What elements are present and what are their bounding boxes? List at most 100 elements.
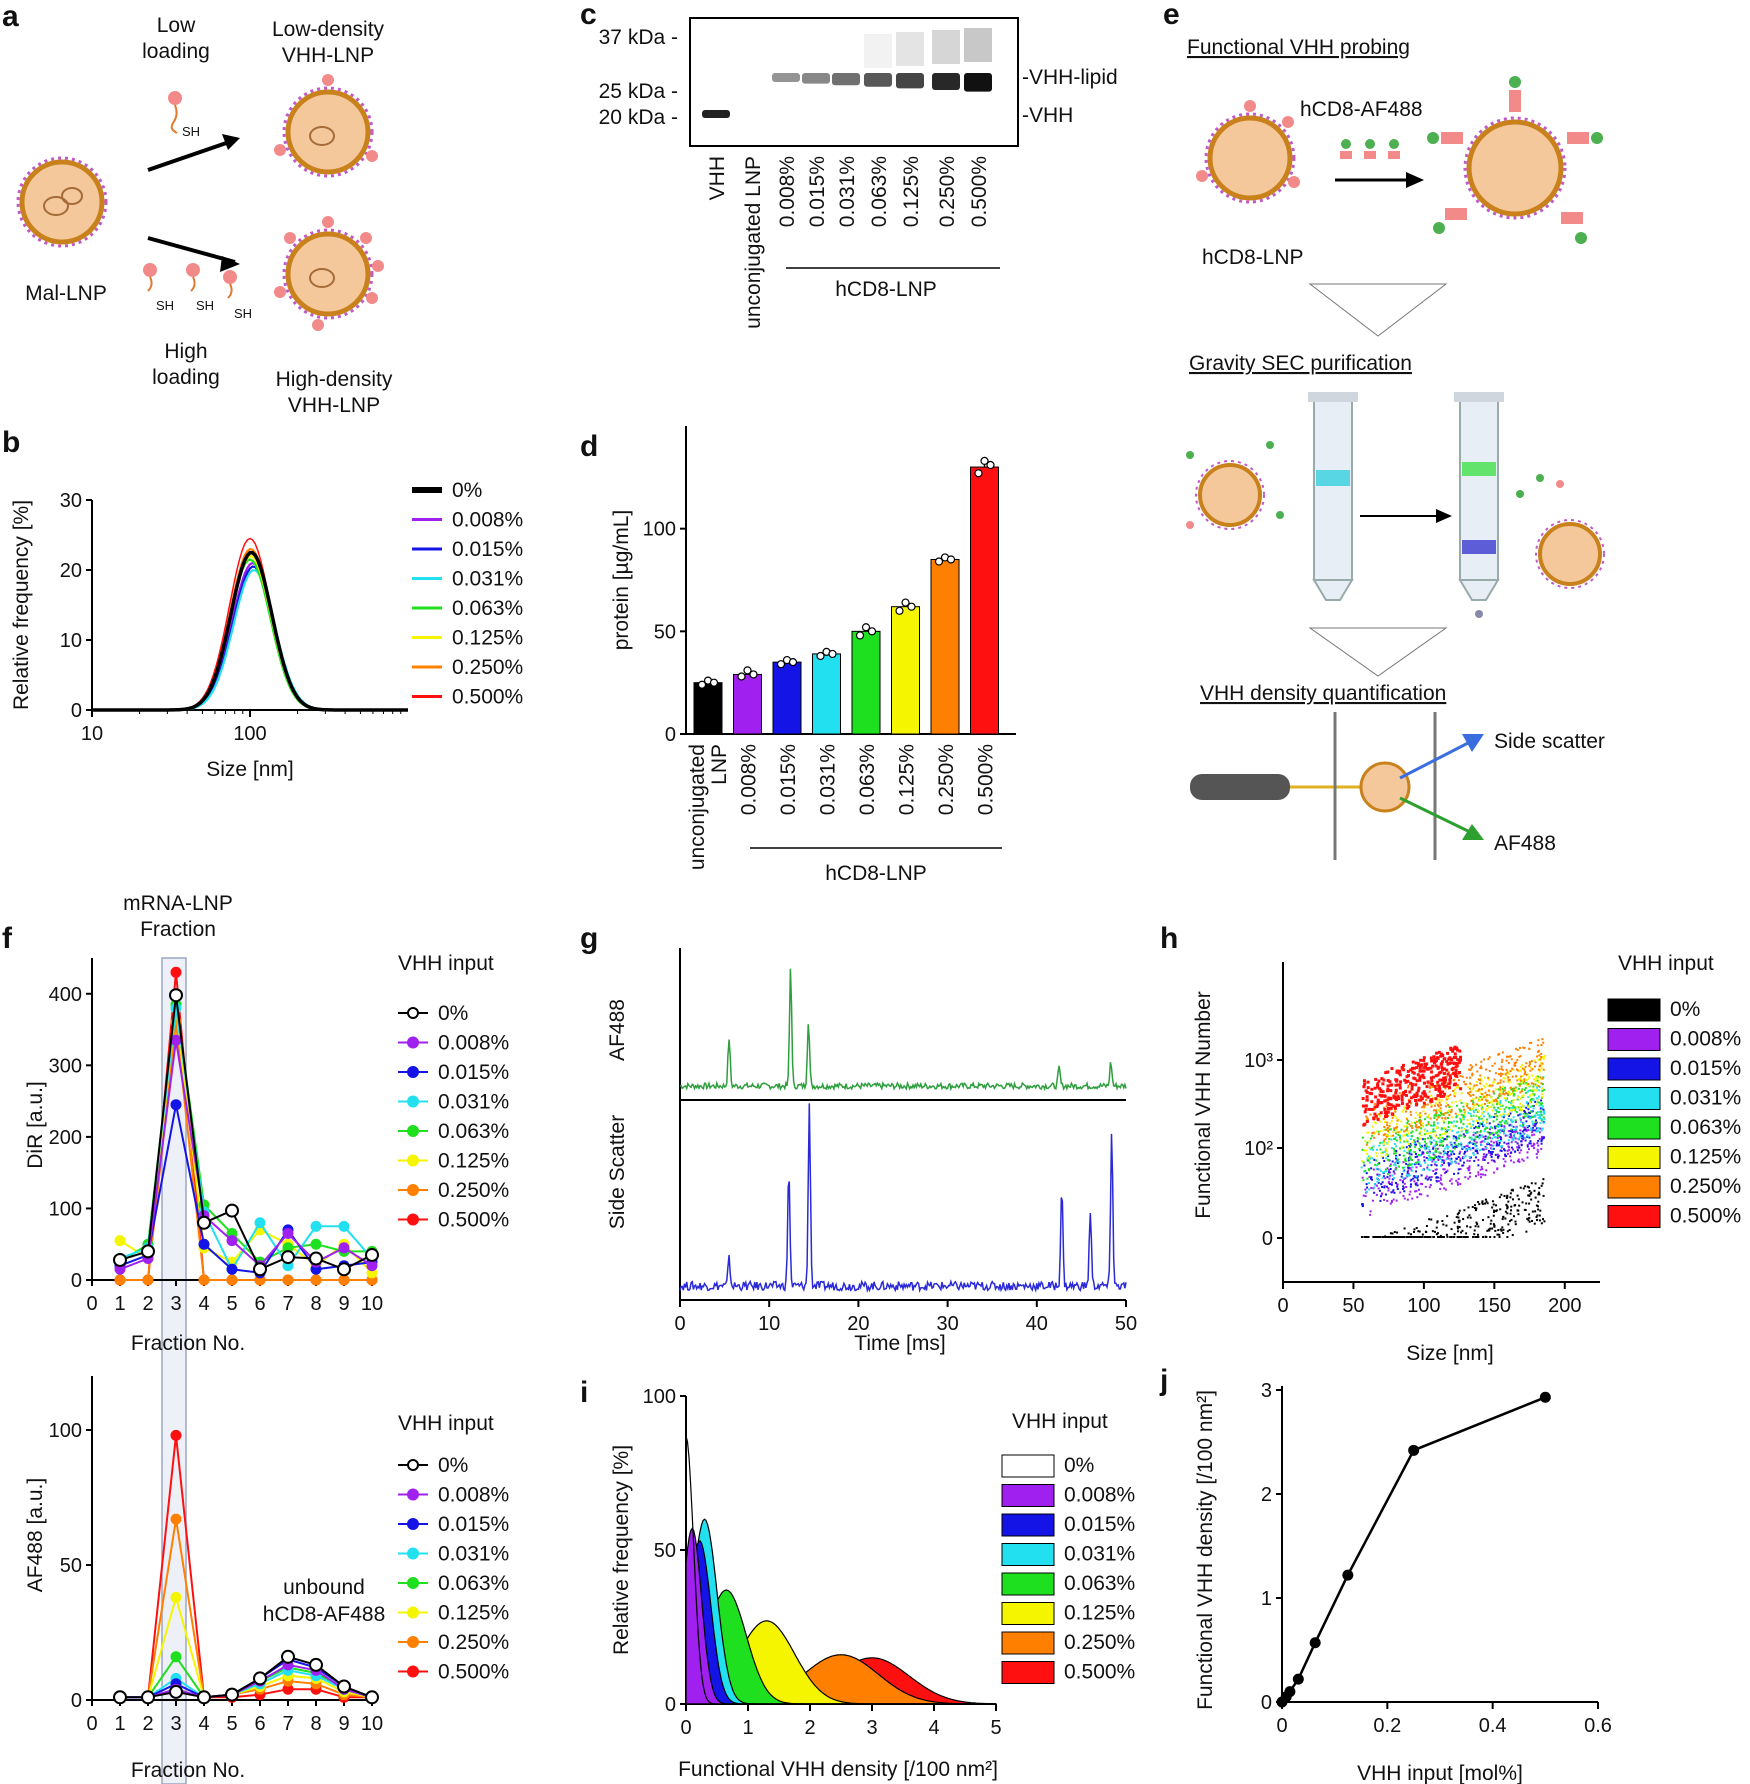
h-point	[1433, 1104, 1436, 1107]
h-point	[1390, 1183, 1393, 1186]
h-point	[1437, 1105, 1440, 1108]
h-point	[1415, 1093, 1419, 1097]
high-loading-line1: High	[164, 340, 207, 363]
j-xlabel: VHH input [mol%]	[1357, 1762, 1523, 1784]
h-point	[1450, 1105, 1453, 1108]
h-point	[1376, 1173, 1379, 1176]
h-point	[1406, 1069, 1410, 1073]
h-point	[1477, 1078, 1480, 1081]
h-point	[1483, 1095, 1486, 1098]
h-point	[1429, 1236, 1432, 1238]
h-point	[1493, 1225, 1496, 1228]
h-point	[1424, 1161, 1427, 1164]
h-point	[1395, 1116, 1398, 1119]
h-point	[1534, 1210, 1537, 1213]
h-point	[1419, 1112, 1422, 1115]
h-point	[1430, 1124, 1433, 1127]
h-point	[1537, 1191, 1540, 1194]
h-point	[1466, 1145, 1469, 1148]
h-point	[1440, 1183, 1443, 1186]
h-point	[1401, 1181, 1404, 1184]
d-group-label: hCD8-LNP	[825, 862, 927, 885]
h-point	[1540, 1111, 1543, 1114]
h-point	[1530, 1060, 1533, 1063]
b-series-1	[92, 561, 408, 712]
h-point	[1436, 1122, 1439, 1125]
h-point	[1520, 1081, 1523, 1084]
h-point	[1506, 1149, 1509, 1152]
h-point	[1375, 1130, 1378, 1133]
h-point	[1428, 1176, 1431, 1179]
h-point	[1423, 1236, 1426, 1238]
h-point	[1497, 1082, 1500, 1085]
h-point	[1416, 1073, 1420, 1077]
h-point	[1535, 1112, 1538, 1115]
h-point	[1493, 1136, 1496, 1139]
f1-point-0-6	[281, 1250, 295, 1265]
h-point	[1469, 1216, 1472, 1219]
high-loading-line2: loading	[152, 366, 220, 389]
h-point	[1383, 1159, 1386, 1162]
h-point	[1481, 1201, 1484, 1204]
f1-xtick-label-7: 7	[282, 1293, 293, 1315]
h-point	[1466, 1236, 1469, 1238]
h-point	[1530, 1127, 1533, 1130]
h-point	[1394, 1126, 1397, 1129]
h-point	[1522, 1138, 1525, 1141]
h-point	[1501, 1115, 1504, 1118]
h-point	[1366, 1086, 1370, 1090]
h-point	[1480, 1144, 1483, 1147]
h-point	[1469, 1172, 1472, 1175]
h-point	[1484, 1128, 1487, 1131]
f2-xlabel: Fraction No.	[131, 1759, 245, 1782]
h-point	[1507, 1139, 1510, 1142]
lnp-mix-icon	[1186, 441, 1284, 530]
h-point	[1412, 1071, 1416, 1075]
h-point	[1497, 1157, 1500, 1160]
h-point	[1499, 1079, 1502, 1082]
h-point	[1474, 1225, 1477, 1228]
h-point	[1388, 1236, 1391, 1238]
h-series-0	[1360, 1178, 1546, 1238]
h-point	[1528, 1220, 1531, 1223]
h-point	[1434, 1161, 1437, 1164]
h-point	[1376, 1164, 1379, 1167]
h-point	[1484, 1086, 1487, 1089]
h-point	[1440, 1112, 1443, 1115]
h-point	[1468, 1165, 1471, 1168]
h-point	[1496, 1142, 1499, 1145]
h-point	[1381, 1185, 1384, 1188]
h-point	[1394, 1161, 1397, 1164]
h-point	[1488, 1122, 1491, 1125]
h-point	[1378, 1144, 1381, 1147]
funnel-2	[1308, 627, 1448, 677]
h-point	[1474, 1204, 1477, 1207]
h-point	[1445, 1105, 1448, 1108]
h-point	[1472, 1086, 1475, 1089]
h-point	[1478, 1137, 1481, 1140]
h-point	[1481, 1108, 1484, 1111]
h-point	[1456, 1183, 1459, 1186]
h-point	[1502, 1158, 1505, 1161]
h-point	[1439, 1114, 1442, 1117]
h-point	[1433, 1116, 1436, 1119]
h-point	[1393, 1191, 1396, 1194]
h-point	[1454, 1161, 1457, 1164]
h-point	[1457, 1086, 1460, 1089]
h-point	[1485, 1107, 1488, 1110]
h-point	[1506, 1207, 1509, 1210]
h-point	[1395, 1168, 1398, 1171]
gel-band-lipid-1	[802, 73, 830, 84]
h-point	[1373, 1112, 1377, 1116]
h-point	[1379, 1170, 1382, 1173]
h-point	[1510, 1124, 1513, 1127]
h-point	[1513, 1107, 1516, 1110]
h-point	[1397, 1118, 1400, 1121]
h-point	[1417, 1188, 1420, 1191]
h-point	[1454, 1092, 1457, 1095]
h-point	[1494, 1072, 1497, 1075]
i-xtick-label-1: 1	[742, 1717, 753, 1739]
d-point-3-0	[816, 651, 825, 661]
gel-smear-3	[864, 34, 892, 68]
h-point	[1490, 1155, 1493, 1158]
